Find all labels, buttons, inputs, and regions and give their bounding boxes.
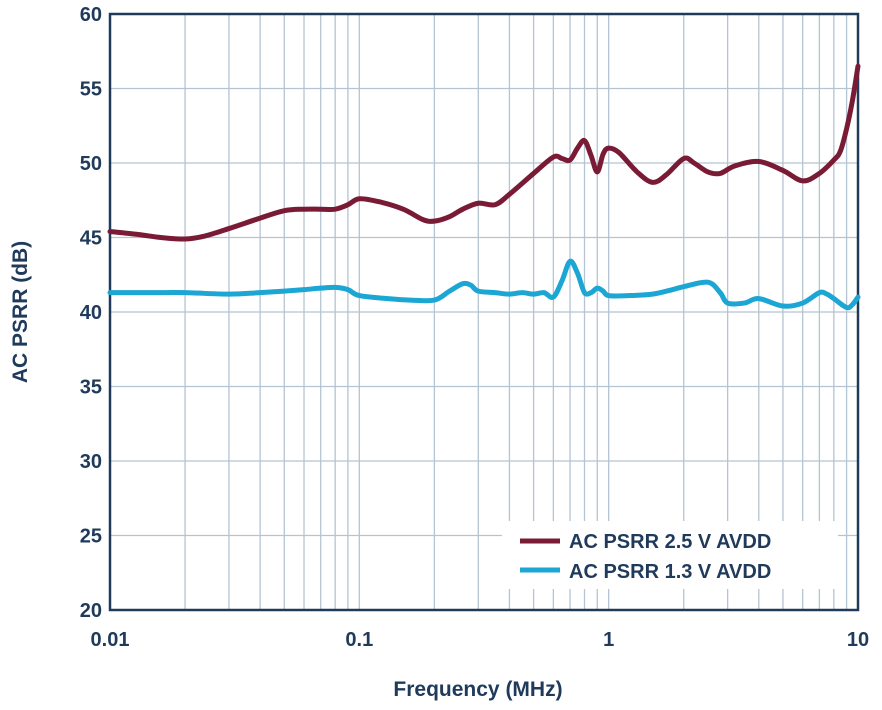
y-tick-label: 50 — [80, 153, 102, 175]
y-tick-label: 40 — [80, 302, 102, 324]
x-axis-title: Frequency (MHz) — [393, 678, 562, 701]
legend-label-1v3: AC PSRR 1.3 V AVDD — [569, 561, 771, 583]
y-axis-title: AC PSRR (dB) — [9, 241, 32, 383]
y-tick-label: 60 — [80, 4, 102, 26]
legend: AC PSRR 2.5 V AVDD AC PSRR 1.3 V AVDD — [502, 521, 838, 589]
x-tick-label: 0.1 — [345, 629, 373, 651]
plot-frame — [108, 12, 860, 612]
legend-background — [502, 521, 838, 589]
x-tick-label: 10 — [847, 629, 869, 651]
y-tick-label: 45 — [80, 228, 102, 250]
y-tick-label: 30 — [80, 451, 102, 473]
grid — [110, 14, 858, 610]
series-layer — [107, 63, 861, 311]
x-tick-label: 0.01 — [91, 629, 130, 651]
series-line-0 — [107, 63, 861, 242]
y-tick-label: 25 — [80, 526, 102, 548]
series-line-1 — [107, 258, 861, 311]
legend-label-2v5: AC PSRR 2.5 V AVDD — [569, 531, 771, 553]
tick-labels: 0.01 0.1 1 10 20 25 30 35 40 45 50 55 60 — [80, 4, 869, 651]
y-tick-label: 55 — [80, 79, 102, 101]
x-tick-label: 1 — [603, 629, 614, 651]
y-tick-label: 35 — [80, 377, 102, 399]
y-tick-label: 20 — [80, 600, 102, 622]
